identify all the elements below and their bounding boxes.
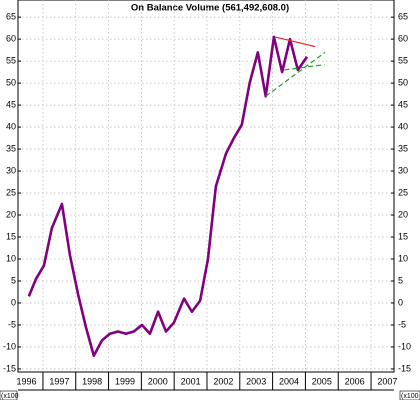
y-tick-label: 15 [6,231,16,241]
y-tick-label: 5 [11,275,16,285]
x-tick-label: 2004 [279,376,299,386]
y-tick-label: 55 [6,55,16,65]
y-tick-label: 0 [11,297,16,307]
unit-label: (x100 [1,393,19,400]
trend-line [284,64,325,71]
y-tick-label: -10 [3,341,16,351]
y-tick-label: 15 [398,231,408,241]
unit-label: (x100 [401,393,419,400]
y-tick-label: 60 [6,34,16,44]
y-tick-label: 5 [398,275,403,285]
x-tick-label: 1997 [49,376,69,386]
y-tick-label: -15 [398,363,411,373]
y-tick-label: 65 [6,12,16,22]
x-tick-label: 2007 [377,376,397,386]
y-tick-label: 35 [398,143,408,153]
y-tick-label: 60 [398,34,408,44]
y-tick-label: -5 [8,319,16,329]
x-tick-label: 2002 [213,376,233,386]
y-tick-label: 55 [398,55,408,65]
chart-title: On Balance Volume (561,492,608.0) [131,3,289,14]
y-tick-label: 65 [398,12,408,22]
y-tick-label: 30 [398,165,408,175]
y-tick-label: -15 [3,363,16,373]
y-tick-label: 20 [398,209,408,219]
x-tick-label: 2006 [345,376,365,386]
x-tick-label: 1996 [17,376,37,386]
x-tick-label: 2000 [148,376,168,386]
y-tick-label: 45 [6,99,16,109]
y-tick-label: -10 [398,341,411,351]
x-tick-label: 2001 [181,376,201,386]
y-tick-label: 35 [6,143,16,153]
y-tick-label: 20 [6,209,16,219]
y-tick-label: 10 [398,253,408,263]
plot-frame [17,0,395,373]
x-tick-label: 1998 [82,376,102,386]
y-tick-label: 45 [398,99,408,109]
y-tick-label: 25 [6,187,16,197]
y-tick-label: -5 [398,319,406,329]
x-tick-label: 1999 [115,376,135,386]
y-tick-label: 10 [6,253,16,263]
trend-line [274,36,316,48]
y-tick-label: 40 [6,121,16,131]
y-tick-label: 0 [398,297,403,307]
y-tick-label: 25 [398,187,408,197]
y-tick-label: 40 [398,121,408,131]
y-tick-label: 50 [6,77,16,87]
y-tick-label: 30 [6,165,16,175]
y-tick-label: 50 [398,77,408,87]
data-line [27,35,309,358]
x-tick-label: 2003 [246,376,266,386]
x-tick-label: 2005 [312,376,332,386]
trend-line [265,51,326,97]
